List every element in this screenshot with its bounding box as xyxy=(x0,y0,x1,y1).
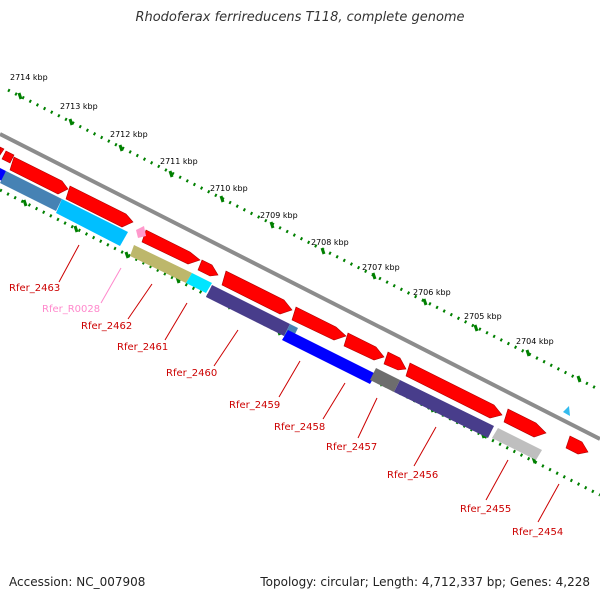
cds-arrow xyxy=(291,306,347,341)
feature-cyan2 xyxy=(186,273,212,293)
kbp-label: 2711 kbp xyxy=(160,157,198,166)
feature-blue2 xyxy=(282,330,376,384)
cds-arrow xyxy=(197,259,219,277)
feature-cyan xyxy=(56,199,128,246)
cds-arrow xyxy=(503,408,547,438)
cds-arrow xyxy=(141,229,201,265)
cds-arrow xyxy=(405,362,503,419)
gene-label: Rfer_2457 xyxy=(326,442,377,453)
rna-feature xyxy=(136,226,146,238)
cds-arrow xyxy=(565,435,589,455)
genome-summary: Topology: circular; Length: 4,712,337 bp… xyxy=(260,575,590,589)
kbp-label: 2706 kbp xyxy=(413,288,451,297)
gene-label: Rfer_2456 xyxy=(387,470,438,481)
kbp-label: 2709 kbp xyxy=(260,211,298,220)
kbp-label: 2705 kbp xyxy=(464,312,502,321)
kbp-label: 2712 kbp xyxy=(110,130,148,139)
cds-arrow xyxy=(221,270,293,315)
forward-features xyxy=(0,146,589,455)
cds-arrow xyxy=(9,156,69,195)
cds-arrow xyxy=(65,185,134,228)
gene-label: Rfer_2459 xyxy=(229,400,280,411)
gene-label: Rfer_2460 xyxy=(166,368,217,379)
rna-label: Rfer_R0028 xyxy=(42,304,100,315)
gene-label: Rfer_2454 xyxy=(512,527,563,538)
gene-label: Rfer_2455 xyxy=(460,504,511,515)
marker-feature xyxy=(563,406,570,416)
label-leaders xyxy=(58,244,560,523)
accession-text: Accession: NC_007908 xyxy=(9,575,146,589)
feature-steelblue xyxy=(0,171,62,211)
cds-arrow xyxy=(1,150,15,164)
cds-arrow xyxy=(383,351,407,371)
genome-backbone xyxy=(0,132,600,441)
kbp-label: 2714 kbp xyxy=(10,73,48,82)
kbp-label: 2713 kbp xyxy=(60,102,98,111)
kbp-label: 2710 kbp xyxy=(210,184,248,193)
map-title: Rhodoferax ferrireducens T118, complete … xyxy=(135,10,465,25)
major-ticks xyxy=(17,92,582,383)
kbp-label: 2708 kbp xyxy=(311,238,349,247)
feature-gray xyxy=(370,368,400,392)
feature-slateblue2 xyxy=(394,380,494,438)
gene-label: Rfer_2461 xyxy=(117,342,168,353)
cds-arrow xyxy=(0,146,5,156)
feature-slateblue xyxy=(206,285,290,336)
feature-silver xyxy=(492,428,542,460)
scale-ring-outer xyxy=(7,88,600,392)
kbp-label: 2704 kbp xyxy=(516,337,554,346)
kbp-label: 2707 kbp xyxy=(362,263,400,272)
gene-label: Rfer_2463 xyxy=(9,283,60,294)
gene-label: Rfer_2458 xyxy=(274,422,325,433)
cds-arrow xyxy=(343,332,385,361)
feature-olive xyxy=(130,245,192,283)
feature-blue xyxy=(0,168,6,181)
gene-label: Rfer_2462 xyxy=(81,321,132,332)
inner-features xyxy=(0,168,542,460)
